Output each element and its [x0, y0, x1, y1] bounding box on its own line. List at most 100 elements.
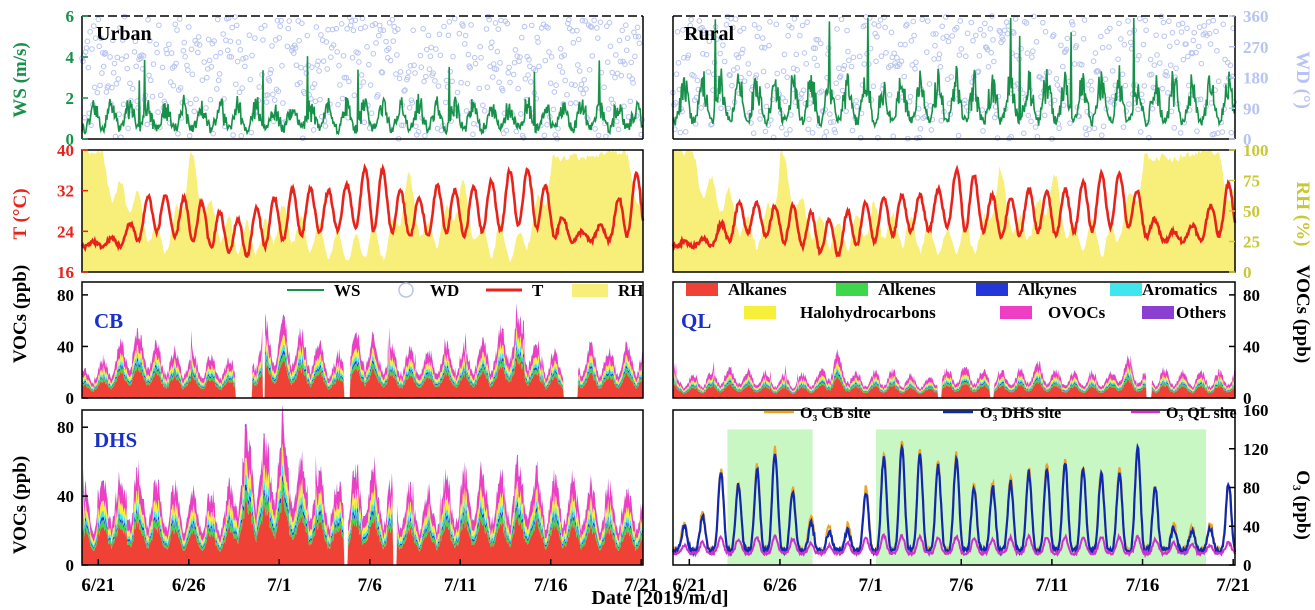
rural-wind-wd-point [1174, 39, 1180, 46]
urban-wind-wd-point [333, 25, 340, 32]
rural-wind-wd-point [759, 44, 765, 51]
urban-wind-wd-point [123, 53, 130, 60]
rural-wind-wd-point [1090, 58, 1097, 65]
urban-wind-wd-point [393, 71, 399, 77]
urban-wind-wd-point [435, 83, 442, 89]
urban-wind-wd-point [367, 82, 374, 88]
urban-wind-wd-point [441, 23, 447, 30]
urban-wind-wd-point [149, 93, 156, 100]
rural-wind-wd-point [1079, 61, 1085, 68]
urban-wind-wd-point [362, 24, 369, 30]
rural-wind-wd-point [785, 32, 791, 39]
rural-wind-wd-axis-ticklabel-2: 180 [1243, 69, 1269, 88]
urban-wind-wd-point [550, 106, 557, 113]
rural-wind-wd-point [837, 73, 844, 79]
urban-wind-wd-point [203, 105, 209, 111]
rural-wind-wd-axis-ticklabel-4: 360 [1243, 7, 1269, 26]
urban-wind-wd-point [351, 92, 358, 99]
rural-wind-wd-point [985, 63, 992, 70]
rural-wind-wd-point [815, 37, 821, 43]
rural-wind-wd-point [1123, 108, 1130, 114]
rural-wind-wd-point [701, 34, 708, 41]
urban-wind-wd-point [358, 72, 365, 78]
urban-wind-wd-point [175, 130, 181, 137]
urban-wind-wd-point [182, 53, 188, 60]
urban-wind-wd-point [423, 73, 429, 80]
urban-wind-wd-point [397, 69, 404, 75]
urban-wind-wd-point [186, 133, 193, 139]
o3-axis-label: O₃ (ppb) [1292, 470, 1313, 540]
urban-wind-wd-point [576, 68, 583, 74]
urban-wind-wd-point [575, 36, 582, 43]
urban-wind-wd-point [534, 34, 540, 41]
rural-wind-wd-point [757, 116, 763, 122]
rural-wind-wd-point [1191, 29, 1198, 36]
urban-wind-wd-point [432, 78, 438, 84]
urban-wind-wd-point [318, 32, 324, 38]
rural-wind-wd-point [1179, 20, 1186, 27]
urban-wind-wd-point [573, 100, 579, 106]
urban-wind-wd-point [447, 68, 454, 75]
urban-wind-wd-point [316, 68, 322, 74]
rural-wind-wd-point [1059, 63, 1066, 70]
urban-wind-wd-point [630, 80, 636, 86]
urban-wind-wd-point [115, 76, 121, 82]
urban-wind-wd-point [484, 84, 491, 91]
urban-wind-wd-point [133, 63, 140, 70]
urban-wind-wd-point [147, 37, 153, 44]
legend-t-label: T [532, 281, 544, 300]
rural-wind-wd-point [962, 97, 968, 104]
rural-wind-wd-point [718, 105, 724, 112]
rural-wind-wd-point [861, 61, 868, 67]
rural-wind-wd-point [760, 68, 767, 75]
urban-wind-wd-point [81, 114, 88, 121]
rural-wind-wd-point [850, 54, 857, 61]
rural-wind-wd-point [717, 50, 723, 57]
rural-wind-wd-point [762, 128, 769, 135]
urban-wind-wd-point [594, 25, 600, 31]
rural-wind-wd-point [1161, 33, 1168, 40]
rural-wind-wd-point [1222, 56, 1228, 63]
rural-wind-wd-point [856, 53, 863, 60]
urban-wind-wd-point [211, 38, 217, 44]
left-x-xticklabel-3: 7/6 [358, 575, 382, 596]
urban-wind-wd-point [238, 133, 245, 139]
urban-wind-wd-point [396, 75, 403, 82]
urban-wind-wd-point [237, 47, 244, 53]
rural-wind-wd-point [919, 16, 926, 23]
rural-wind-wd-point [875, 134, 881, 141]
rural-wind-wd-point [1210, 17, 1217, 24]
rural-wind-wd-point [964, 30, 971, 37]
urban-wind-wd-point [246, 32, 253, 38]
urban-wind-wd-point [521, 23, 528, 30]
cb-site-label: CB [94, 309, 123, 333]
urban-wind-wd-point [322, 123, 329, 129]
urban-wind-wd-point [185, 67, 191, 73]
legend-others-swatch [1142, 306, 1174, 319]
rural-wind-wd-point [844, 27, 850, 34]
rural-wind-wd-point [809, 130, 816, 136]
rural-wind-wd-point [1167, 62, 1174, 68]
rural-met-rh-axis-ticklabel-2: 50 [1243, 202, 1260, 221]
rural-wind-wd-point [701, 27, 707, 34]
rural-wind-wd-point [924, 18, 931, 24]
rural-wind-wd-point [707, 29, 713, 36]
rural-wind-wd-point [1116, 20, 1122, 27]
rural-wind-wd-point [673, 71, 680, 77]
urban-wind-wd-point [188, 46, 195, 53]
rural-wind-wd-point [857, 135, 864, 141]
urban-wind-wd-point [613, 118, 620, 125]
rural-wind-wd-point [787, 127, 793, 133]
rural-wind-wd-point [814, 62, 820, 69]
urban-wind-wd-point [404, 74, 411, 81]
urban-wind-wd-point [216, 71, 223, 77]
urban-wind-wd-point [191, 108, 197, 115]
rural-wind-wd-point [687, 22, 694, 29]
rural-wind-wd-point [953, 24, 960, 31]
urban-wind-wd-point [432, 46, 439, 52]
rural-wind-wd-point [853, 98, 859, 104]
urban-wind-wd-point [168, 50, 175, 56]
rural-wind-wd-point [1071, 61, 1078, 67]
urban-wind-wd-point [572, 82, 578, 88]
rural-wind-wd-point [1086, 126, 1092, 133]
